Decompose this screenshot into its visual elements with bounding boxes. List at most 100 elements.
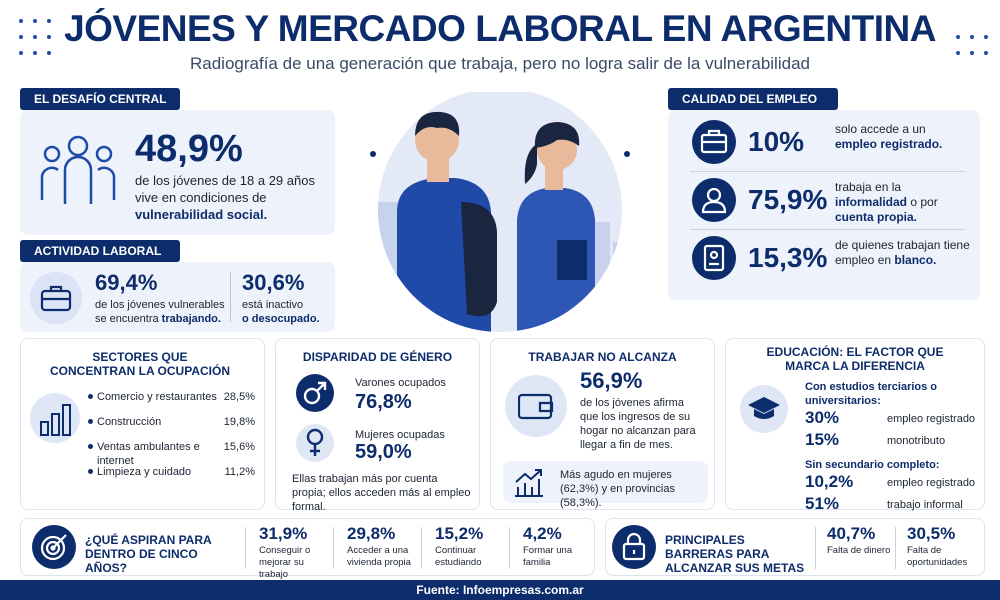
emphasis: empleo registrado. — [835, 137, 943, 151]
decor-dots — [19, 19, 51, 55]
target-icon — [40, 534, 67, 561]
card-heading: EDUCACIÓN: EL FACTOR QUE MARCA LA DIFERE… — [766, 345, 944, 373]
barrier-value: 30,5% — [907, 524, 956, 543]
gender-note: Ellas trabajan más por cuenta propia; el… — [292, 473, 471, 513]
emphasis: vulnerabilidad social. — [135, 207, 268, 222]
card-heading: ¿QUÉ ASPIRAN PARA DENTRO DE CINCO AÑOS? — [85, 533, 212, 575]
aspiration-value: 15,2% — [435, 524, 484, 543]
text: o por — [907, 195, 938, 209]
bullet — [88, 444, 93, 449]
aspirations-card — [20, 518, 595, 576]
card-heading: SECTORES QUE CONCENTRAN LA OCUPACIÓN — [50, 350, 230, 378]
stat: 75,9% — [748, 184, 828, 215]
illustration — [370, 92, 630, 332]
quality-icon — [701, 187, 727, 214]
divider — [690, 229, 965, 230]
text: de los jóvenes de 18 a 29 años vive en c… — [135, 173, 315, 205]
emphasis: o desocupado. — [242, 313, 320, 325]
divider — [509, 527, 510, 569]
card-heading: TRABAJAR NO ALCANZA — [528, 350, 677, 364]
emphasis: informalidad — [835, 195, 908, 209]
card-heading: PRINCIPALES BARRERAS PARA ALCANZAR SUS M… — [665, 533, 805, 575]
gender-label: Mujeres ocupadas — [355, 429, 445, 441]
sector-label: Ventas ambulantes e internet — [97, 441, 200, 467]
male-icon — [303, 381, 327, 405]
section-tag: ACTIVIDAD LABORAL — [20, 240, 180, 262]
divider — [421, 527, 422, 569]
aspiration-label: Conseguir o mejorar su trabajo — [259, 545, 311, 580]
card-heading: DISPARIDAD DE GÉNERO — [302, 350, 453, 364]
emphasis: trabajando. — [161, 313, 221, 325]
sector-value: 19,8% — [223, 416, 255, 428]
stat-text: de los jóvenes de 18 a 29 años vive en c… — [135, 172, 325, 223]
divider — [895, 527, 896, 569]
text: de quienes trabajan tiene empleo en — [835, 238, 970, 267]
stat-text: de quienes trabajan tiene empleo en blan… — [835, 238, 970, 268]
stat-text: de los jóvenes vulnerables se encuentra … — [95, 298, 225, 326]
edu-value: 30% — [805, 408, 840, 427]
edu-label: trabajo informal — [887, 499, 963, 511]
aspiration-label: Formar una familia — [523, 545, 573, 568]
stat-text: trabaja en la informalidad o por cuenta … — [835, 180, 970, 225]
aspiration-value: 31,9% — [259, 524, 308, 543]
divider — [245, 527, 246, 569]
barriers-card — [605, 518, 985, 576]
bullet — [88, 469, 93, 474]
stat-text: de los jóvenes afirma que los ingresos d… — [580, 397, 696, 451]
briefcase-icon — [40, 285, 72, 312]
group-label: Sin secundario completo: — [805, 459, 940, 471]
barrier-label: Falta de dinero — [827, 545, 891, 556]
lock-icon — [622, 532, 646, 561]
emphasis: cuenta propia. — [835, 210, 918, 224]
stat: 10% — [748, 126, 805, 157]
sector-value: 28,5% — [223, 391, 255, 403]
icon-circle — [612, 525, 656, 569]
sector-value: 11,2% — [224, 466, 255, 478]
quality-icon — [700, 129, 728, 154]
text: está inactivo — [242, 299, 304, 311]
section-tag: CALIDAD DEL EMPLEO — [668, 88, 838, 110]
divider — [815, 527, 816, 569]
stat: 15,3% — [748, 242, 828, 273]
challenge-panel — [20, 110, 335, 235]
edu-value: 10,2% — [805, 472, 854, 491]
female-icon — [306, 428, 324, 456]
divider — [230, 272, 231, 322]
icon-circle — [505, 375, 567, 437]
wallet-icon — [518, 393, 554, 420]
sector-label: Construcción — [97, 416, 162, 428]
income-note: Más agudo en mujeres (62,3%) y en provin… — [560, 469, 675, 509]
title: JÓVENES Y MERCADO LABORAL EN ARGENTINA — [64, 8, 936, 49]
aspiration-label: Continuar estudiando — [435, 545, 482, 568]
bars-icon — [40, 404, 71, 436]
footer: Fuente: Infoempresas.com.ar — [0, 580, 1000, 600]
quality-icon — [703, 244, 725, 272]
text: de los jóvenes vulnerables se encuentra — [95, 299, 225, 325]
divider — [690, 171, 965, 172]
subtitle: Radiografía de una generación que trabaj… — [190, 54, 810, 73]
sector-value: 15,6% — [223, 441, 255, 453]
edu-value: 15% — [805, 430, 840, 449]
aspiration-value: 29,8% — [347, 524, 396, 543]
divider — [333, 527, 334, 569]
edu-label: empleo registrado — [887, 413, 976, 425]
edu-label: monotributo — [887, 435, 946, 447]
bullet — [88, 394, 93, 399]
stat: 69,4% — [95, 270, 158, 295]
icon-circle — [296, 374, 334, 412]
group-label: Con estudios terciarios o universitarios… — [805, 381, 938, 407]
barrier-label: Falta de oportunidades — [907, 545, 968, 568]
stat-text: solo accede a un empleo registrado. — [835, 122, 970, 152]
gender-value: 76,8% — [355, 391, 412, 413]
sector-label: Limpieza y cuidado — [97, 466, 192, 478]
trend-icon — [515, 469, 543, 497]
people-icon — [40, 135, 116, 204]
text: solo accede a un — [835, 122, 926, 136]
stat: 48,9% — [135, 128, 243, 170]
emphasis: blanco. — [894, 253, 937, 267]
stat: 56,9% — [580, 368, 643, 393]
sector-label: Comercio y restaurantes — [97, 391, 217, 403]
aspiration-label: Acceder a una vivienda propia — [347, 545, 411, 568]
